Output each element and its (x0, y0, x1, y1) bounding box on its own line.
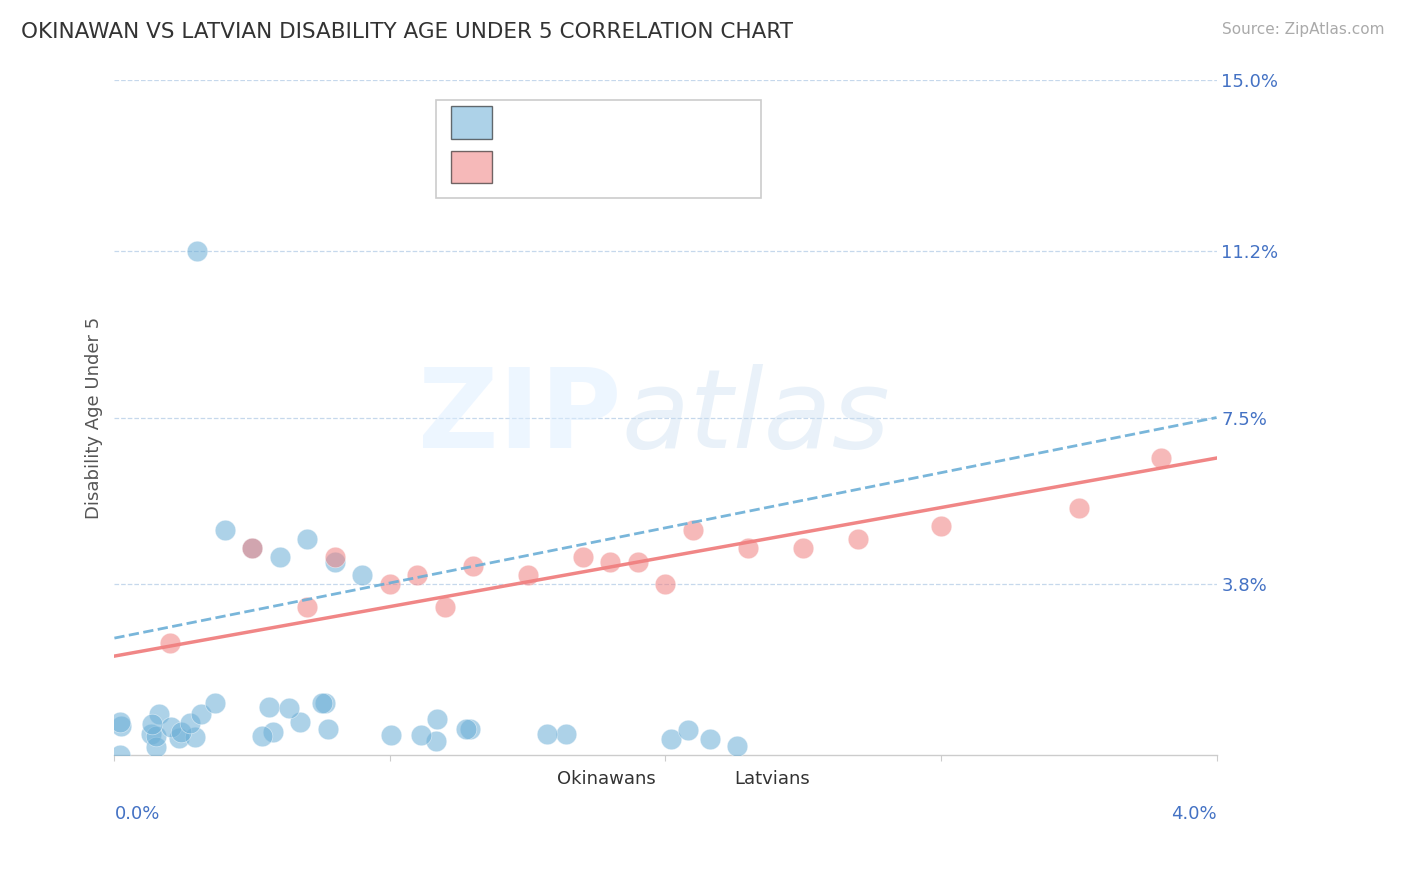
Point (456, 722, 478, 736)
Point (846, 532, 869, 546)
Point (297, 532, 319, 546)
Point (659, 732, 682, 747)
Text: R =  0.131   N = 42: R = 0.131 N = 42 (508, 113, 714, 131)
Point (240, 541, 263, 555)
Point (627, 555, 650, 569)
Point (426, 713, 449, 727)
Point (654, 577, 676, 591)
Point (316, 722, 339, 736)
Point (179, 716, 201, 731)
Point (240, 541, 263, 555)
Point (323, 550, 346, 565)
Point (699, 731, 721, 746)
FancyBboxPatch shape (450, 151, 492, 183)
Point (378, 577, 401, 591)
Point (297, 599, 319, 614)
Text: Okinawans: Okinawans (557, 771, 657, 789)
Point (411, 728, 433, 742)
Point (278, 700, 301, 714)
Point (204, 696, 226, 710)
Point (323, 555, 346, 569)
Point (214, 523, 236, 537)
Point (725, 739, 748, 753)
Point (311, 696, 333, 710)
Point (536, 727, 558, 741)
Point (1150, 451, 1173, 466)
Point (170, 724, 193, 739)
Point (434, 599, 457, 614)
FancyBboxPatch shape (695, 766, 725, 792)
Point (929, 518, 952, 533)
Point (269, 550, 291, 565)
Text: atlas: atlas (621, 364, 890, 471)
Text: OKINAWAN VS LATVIAN DISABILITY AGE UNDER 5 CORRELATION CHART: OKINAWAN VS LATVIAN DISABILITY AGE UNDER… (21, 22, 793, 42)
Point (380, 728, 402, 742)
Point (676, 723, 699, 737)
Text: 4.0%: 4.0% (1171, 805, 1216, 822)
Point (792, 541, 814, 555)
Point (141, 716, 163, 731)
Point (159, 635, 181, 649)
Point (737, 541, 759, 555)
Point (186, 244, 208, 258)
Point (516, 568, 538, 582)
Point (406, 568, 429, 582)
Point (159, 720, 181, 734)
Point (599, 555, 621, 569)
Point (458, 723, 481, 737)
Text: Latvians: Latvians (734, 771, 810, 789)
Text: 0.0%: 0.0% (114, 805, 160, 822)
Point (314, 696, 336, 710)
Point (139, 727, 162, 741)
Point (184, 730, 207, 744)
Text: ZIP: ZIP (418, 364, 621, 471)
Point (148, 707, 170, 722)
Point (110, 718, 132, 732)
FancyBboxPatch shape (450, 106, 492, 139)
Point (257, 700, 280, 714)
Point (682, 523, 704, 537)
Point (572, 550, 595, 565)
Point (425, 734, 447, 748)
Point (461, 559, 484, 574)
Point (190, 706, 212, 721)
Point (250, 729, 273, 743)
Point (262, 725, 284, 739)
Point (108, 747, 131, 762)
Point (554, 727, 576, 741)
Point (110, 714, 132, 729)
Point (145, 739, 167, 754)
Point (167, 731, 190, 746)
FancyBboxPatch shape (519, 766, 550, 792)
Text: Source: ZipAtlas.com: Source: ZipAtlas.com (1222, 22, 1385, 37)
Y-axis label: Disability Age Under 5: Disability Age Under 5 (86, 317, 103, 518)
FancyBboxPatch shape (436, 100, 762, 198)
Point (290, 715, 312, 730)
Point (352, 568, 374, 582)
Point (1067, 500, 1090, 515)
Text: R =  0.655   N = 20: R = 0.655 N = 20 (508, 158, 714, 176)
Point (145, 729, 167, 743)
